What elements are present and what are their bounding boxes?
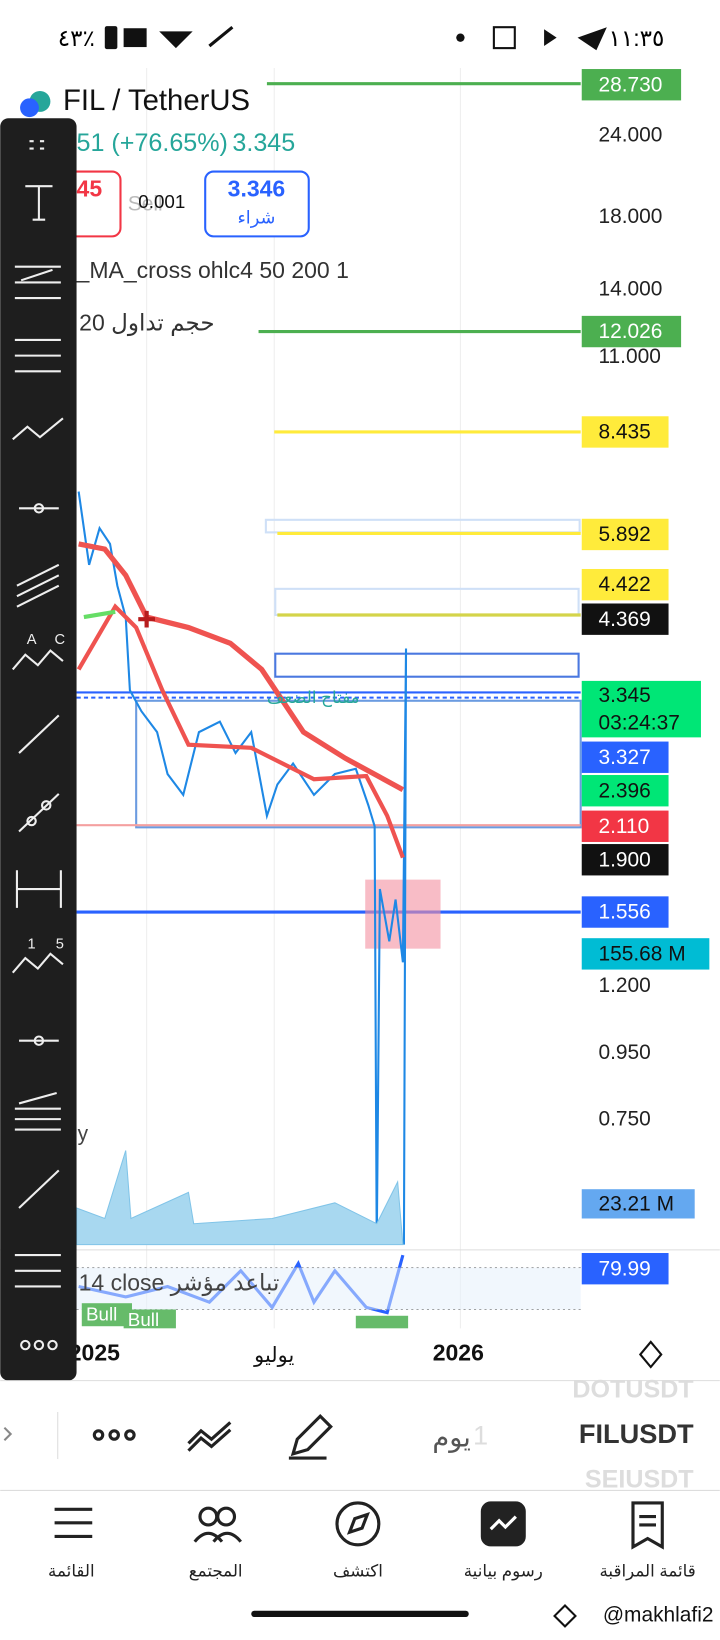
price-tag-label: 5.892 bbox=[598, 523, 650, 546]
price-tag-label: 2.396 bbox=[598, 779, 650, 802]
spread: 0.001 bbox=[138, 191, 185, 212]
buy-label: شراء bbox=[237, 207, 275, 228]
price-tag bbox=[581, 896, 669, 928]
clock: ١١:٣٥ bbox=[609, 25, 665, 51]
price-tag-label: 4.369 bbox=[598, 608, 650, 631]
toolbar-label: C bbox=[55, 632, 66, 648]
price-tag-label: 12.026 bbox=[598, 320, 662, 343]
price-tag bbox=[581, 844, 669, 876]
axis-label: 0.950 bbox=[598, 1041, 650, 1064]
axis-label: 1.200 bbox=[598, 974, 650, 997]
prev-symbol: DOTUSDT bbox=[572, 1376, 694, 1404]
axis-label: 0.750 bbox=[598, 1108, 650, 1131]
price-tag-label: 3.327 bbox=[598, 746, 650, 769]
toolbar-label: 5 bbox=[56, 936, 64, 952]
bull-badge bbox=[355, 1315, 409, 1329]
change: 51 (+76.65%) bbox=[77, 129, 228, 157]
price-tag bbox=[581, 938, 710, 970]
axis-label: 14.000 bbox=[598, 277, 662, 300]
nav-label[interactable]: رسوم بيانية bbox=[464, 1561, 543, 1580]
indicator: حجم تداول 20 bbox=[79, 309, 214, 336]
price-tag bbox=[581, 1253, 669, 1285]
volume-label: y bbox=[78, 1122, 89, 1145]
bull-badge bbox=[81, 1303, 132, 1327]
price-tag-label: 4.422 bbox=[598, 573, 650, 596]
price-tag bbox=[581, 603, 669, 635]
nav-icons[interactable] bbox=[54, 1501, 664, 1550]
axis-label: 18.000 bbox=[598, 205, 662, 228]
price-tag bbox=[581, 1189, 695, 1219]
annotation: مفتاح الضعف bbox=[267, 688, 360, 708]
price-tag bbox=[581, 810, 669, 842]
symbol: FIL / TetherUS bbox=[63, 84, 250, 117]
indicator: _MA_cross ohlc4 50 200 1 bbox=[76, 257, 349, 283]
nav-label[interactable]: المجتمع bbox=[189, 1561, 243, 1581]
price-labels: 28.730 12.026 8.435 5.892 4.422 4.369 3.345 03:… bbox=[581, 69, 710, 1285]
price-tag-label: 3.345 bbox=[598, 684, 650, 707]
bull-label: Bull bbox=[128, 1309, 159, 1330]
watermark: @makhlafi2 bbox=[603, 1603, 714, 1626]
price-tag-label: 8.435 bbox=[598, 421, 650, 444]
price-tag-label: 1.900 bbox=[598, 848, 650, 871]
toolbar-label: 1 bbox=[28, 936, 36, 952]
price-tag-label: 79.99 bbox=[598, 1257, 650, 1280]
status-icons bbox=[104, 25, 607, 51]
next-symbol: SEIUSDT bbox=[585, 1466, 694, 1494]
interval[interactable]: 1 bbox=[473, 1419, 488, 1450]
time-label: 2026 bbox=[433, 1340, 484, 1366]
price-tag-label: 28.730 bbox=[598, 73, 662, 96]
price-chart bbox=[76, 491, 581, 1315]
toolbar-label: A bbox=[27, 632, 37, 648]
price-tag bbox=[581, 416, 669, 448]
settings-icon[interactable] bbox=[638, 1340, 663, 1369]
buy-price: 3.346 bbox=[228, 175, 286, 201]
oscillator-label: 14 close تباعد مؤشر bbox=[79, 1269, 280, 1296]
nav-label[interactable]: قائمة المراقبة bbox=[599, 1561, 695, 1580]
price-tag-label: 155.68 M bbox=[598, 942, 685, 965]
battery: ٤٣٪ bbox=[58, 25, 95, 51]
price-tag bbox=[581, 775, 669, 807]
price-tag bbox=[581, 680, 701, 738]
axis-label: 11.000 bbox=[598, 345, 660, 368]
price-axis: 24.000 18.000 14.000 11.000 1.200 0.950 … bbox=[598, 124, 662, 1131]
price-tag bbox=[581, 741, 669, 773]
price-tag bbox=[581, 568, 669, 601]
price-tag bbox=[581, 518, 669, 551]
price-tag-label: 23.21 M bbox=[598, 1192, 674, 1215]
axis-label: 24.000 bbox=[598, 124, 662, 147]
toolbar-icons[interactable] bbox=[11, 140, 64, 1351]
bull-label: Bull bbox=[86, 1304, 117, 1325]
bottom-icons[interactable] bbox=[3, 1411, 333, 1460]
symbol-icon bbox=[20, 98, 39, 118]
buy-button[interactable] bbox=[204, 170, 310, 238]
price-tag bbox=[581, 315, 682, 348]
nav-label[interactable]: القائمة bbox=[48, 1561, 95, 1580]
drawings bbox=[76, 82, 582, 949]
price-tag-label: 03:24:37 bbox=[598, 711, 679, 734]
time-label: 2025 bbox=[69, 1340, 120, 1366]
sell-price: 45 bbox=[77, 175, 103, 201]
interval-unit[interactable]: يوم bbox=[432, 1421, 470, 1453]
last-price: 3.345 bbox=[232, 129, 295, 157]
watermark-icon bbox=[553, 1604, 577, 1628]
price-tag bbox=[581, 69, 682, 101]
bull-badge bbox=[123, 1309, 176, 1329]
home-indicator bbox=[251, 1610, 469, 1617]
price-tag-label: 1.556 bbox=[598, 901, 650, 924]
drawing-toolbar bbox=[0, 118, 77, 1381]
nav-label[interactable]: اكتشف bbox=[333, 1561, 383, 1580]
time-label: يوليو bbox=[253, 1344, 294, 1367]
sell-label: Sell bbox=[128, 193, 163, 216]
symbol-selector[interactable]: FILUSDT bbox=[579, 1418, 694, 1449]
price-tag-label: 2.110 bbox=[598, 815, 649, 838]
